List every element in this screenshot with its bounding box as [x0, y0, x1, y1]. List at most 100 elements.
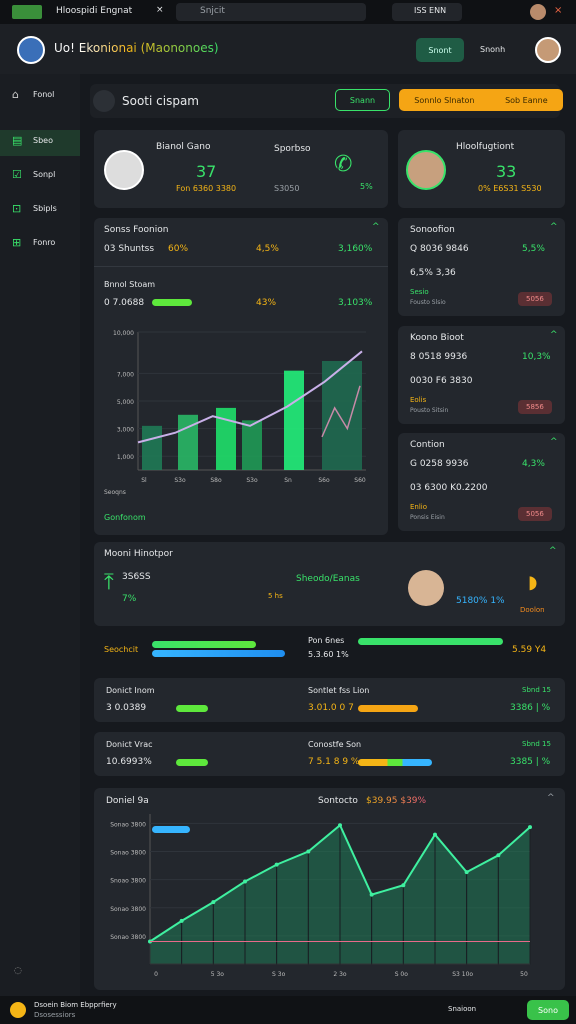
card-sub: 0% E6S31 S530 [478, 184, 542, 193]
card: Hloolfugtiont 33 0% E6S31 S530 [398, 130, 565, 208]
side-title: Sonoofion [410, 225, 455, 235]
toolbar-primary[interactable]: Sonnlo Slnaton Sob Eanne [399, 89, 563, 111]
point [211, 900, 216, 905]
footer-icon [10, 1002, 26, 1018]
progress-label: Seochcit [104, 645, 139, 654]
row-value: 3.01.0 0 7 [308, 703, 354, 713]
card-label-sub: S3050 [274, 184, 300, 193]
side-badge: 5056 [518, 292, 552, 306]
avatar[interactable] [530, 4, 546, 20]
card-value: 37 [196, 162, 217, 181]
nav-item[interactable]: Sonpl [33, 170, 56, 179]
area-segment [212, 880, 246, 965]
nav-item[interactable]: Sbipls [33, 204, 57, 213]
point [369, 892, 374, 897]
monitor-icon: ◗ [528, 572, 538, 593]
x-tick-label: Sn [284, 477, 292, 484]
panel-footer[interactable]: Gonfonom [104, 513, 146, 522]
point [528, 825, 532, 830]
monitor-hours: 5 hs [268, 592, 283, 600]
side-panel: Koono Bioot ^ 8 0518 9936 10,3% 0030 F6 3830… [398, 326, 565, 424]
progress-bar [152, 650, 285, 657]
header-button[interactable]: Snont [416, 38, 464, 62]
x-tick-label: S3o [174, 477, 186, 484]
toolbar-icon [93, 90, 115, 112]
nav-icon: ⊡ [12, 202, 22, 215]
panel-title: Bnnol Stoam [104, 280, 156, 289]
side-panel: Contion ^ G 0258 9936 4,3% 03 6300 K0.2200 En… [398, 433, 565, 531]
y-tick-label: 5,000 [117, 399, 134, 406]
monitor-value: 3S6SS [122, 572, 151, 582]
collapse[interactable]: ^ [549, 546, 557, 556]
panel-row: 60% [168, 244, 189, 254]
side-line: 8 0518 9936 [410, 352, 468, 362]
nav-icon: ☑ [12, 168, 22, 181]
stat-row: Donict Inom 3 0.0389 Sontlet fss Lion 3.01.… [94, 678, 565, 722]
collapse[interactable]: ^ [547, 793, 555, 803]
nav-item[interactable]: Fonol [33, 90, 55, 99]
tab-close[interactable]: × [156, 5, 164, 15]
row-bar [176, 705, 208, 712]
tab-title[interactable]: Hloospidi Engnat [56, 6, 133, 16]
row-value: 3 0.0389 [106, 703, 147, 713]
side-badge: 5856 [518, 400, 552, 414]
footer-button[interactable]: Sono [527, 1000, 569, 1020]
header-link[interactable]: Snonh [480, 45, 506, 54]
profile-chip[interactable] [392, 3, 462, 21]
nav-active [0, 130, 80, 156]
point [338, 823, 342, 828]
x-tick-label: S60 [354, 477, 366, 484]
panel-chart: 1,000 3,000 5,000 7,000 10,000 Sl S3o S8o S3o Sn S… [104, 330, 366, 496]
panel-row: 3,160% [338, 244, 373, 254]
panel-title: Sonss Foonion [104, 225, 169, 235]
y-tick-label: Sonao 3800 [110, 821, 146, 828]
side-sub: Fousto Slsio [410, 299, 446, 306]
row-value: 7 5.1 8 9 % [308, 757, 360, 767]
search-box[interactable] [176, 3, 366, 21]
side-line: G 0258 9936 [410, 459, 469, 469]
toolbar-button[interactable]: Snann [335, 89, 390, 111]
footer-action[interactable]: Snaioon [448, 1005, 477, 1013]
monitor-status: Sheodo/Eanas [296, 574, 360, 584]
bar [242, 420, 262, 470]
logo-avatar [17, 36, 45, 64]
close[interactable]: × [554, 5, 563, 16]
x-tick-label: S8o [210, 477, 222, 484]
settings-icon: ◌ [14, 966, 22, 976]
x-tick-label: S 0o [395, 971, 409, 978]
x-axis-title: Seoqns [104, 489, 126, 496]
progress-row: Seochcit Pon 6nes 5.3.60 1% 5.59 Y4 [94, 632, 565, 666]
point [464, 870, 469, 875]
y-tick-label: 3,000 [117, 427, 134, 434]
progress [152, 299, 192, 306]
user-avatar[interactable] [535, 37, 561, 63]
side-badge: 5056 [518, 507, 552, 521]
collapse[interactable]: ^ [372, 222, 380, 232]
area-segment [276, 850, 309, 965]
y-tick-label: 1,000 [117, 454, 134, 461]
side-tag: Sesio [410, 288, 429, 296]
monitor-title: Mooni Hinotpor [104, 549, 173, 559]
side-line: 03 6300 K0.2200 [410, 483, 488, 493]
y-tick-label: Sonao 3800 [110, 850, 146, 857]
point [243, 879, 247, 884]
progress-bar [152, 641, 256, 648]
tab-bar: Hloospidi Engnat × Snjcit ISS ENN × [0, 0, 576, 24]
nav-item[interactable]: Sbeo [33, 136, 53, 145]
bottom-subtitle: Sontocto [318, 796, 358, 806]
legend-chip [152, 826, 190, 833]
area-segment [339, 825, 373, 965]
x-tick-label: S 3o [272, 971, 286, 978]
side-pct: 4,3% [522, 459, 545, 469]
trend-line-2 [321, 385, 361, 438]
x-tick-label: 2 3o [333, 971, 347, 978]
y-tick-label: 7,000 [117, 371, 134, 378]
stat-row: Donict Vrac 10.6993% Conostfe Son 7 5.1 8 9… [94, 732, 565, 776]
card-name: Hloolfugtiont [456, 142, 515, 152]
card-pct: 5% [360, 182, 373, 191]
side-panel: Sonoofion ^ Q 8036 9846 5,5% 6,5% 3,36 Sesio F… [398, 218, 565, 316]
sidebar: ⌂ Fonol ▤ Sbeo ☑ Sonpl ⊡ Sbipls ⊞ Fonro ◌ [0, 74, 80, 996]
panel-row: 03 Shuntss [104, 244, 155, 254]
nav-item[interactable]: Fonro [33, 238, 56, 247]
bar [284, 370, 304, 470]
